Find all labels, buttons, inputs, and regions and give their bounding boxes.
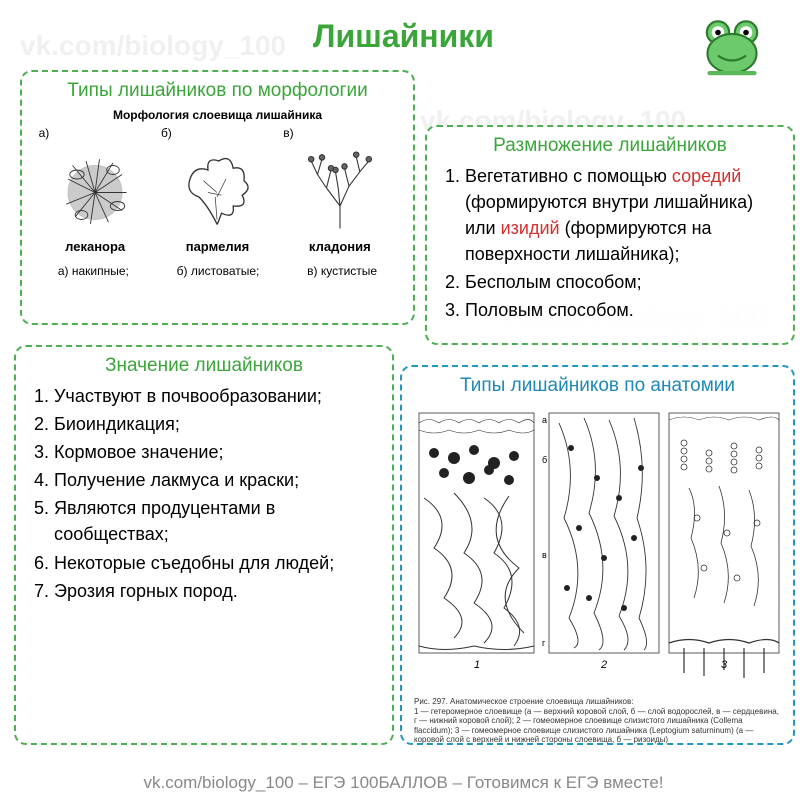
morph-item: в) кладония bbox=[279, 126, 400, 254]
morph-type: б) листоватые; bbox=[177, 264, 260, 278]
frog-icon bbox=[697, 15, 767, 85]
significance-list: Участвуют в почвообразовании; Биоиндикац… bbox=[28, 383, 380, 604]
list-item: Половым способом. bbox=[465, 297, 781, 323]
svg-text:в: в bbox=[542, 550, 547, 560]
morph-letter: а) bbox=[35, 126, 156, 140]
svg-text:г: г bbox=[542, 638, 546, 648]
morph-type: а) накипные; bbox=[58, 264, 129, 278]
anatomy-illustration: а б в г 1 2 bbox=[414, 403, 784, 693]
svg-text:б: б bbox=[542, 455, 547, 465]
panel-morphology: Типы лишайников по морфологии Морфология… bbox=[20, 70, 415, 325]
list-item: Являются продуцентами в сообществах; bbox=[54, 495, 380, 547]
svg-text:а: а bbox=[542, 415, 547, 425]
caption-legend: 1 — гетеромерное слоевище (а — верхний к… bbox=[414, 707, 779, 745]
morph-item: б) пармелия bbox=[157, 126, 278, 254]
morph-letter: в) bbox=[279, 126, 400, 140]
morphology-subcaption: Морфология слоевища лишайника bbox=[34, 108, 401, 122]
svg-text:1: 1 bbox=[474, 659, 480, 671]
morph-name: леканора bbox=[35, 239, 156, 254]
list-item: Вегетативно с помощью соредий (формируют… bbox=[465, 163, 781, 267]
list-item: Кормовое значение; bbox=[54, 439, 380, 465]
morph-letter: б) bbox=[157, 126, 278, 140]
list-item: Некоторые съедобны для людей; bbox=[54, 550, 380, 576]
svg-text:2: 2 bbox=[600, 659, 607, 671]
list-item: Биоиндикация; bbox=[54, 411, 380, 437]
lecanora-illustration bbox=[50, 140, 140, 235]
morph-name: кладония bbox=[279, 239, 400, 254]
panel-title: Значение лишайников bbox=[28, 355, 380, 377]
keyword: соредий bbox=[672, 166, 741, 186]
page-title: Лишайники bbox=[0, 0, 807, 55]
morph-name: пармелия bbox=[157, 239, 278, 254]
panel-title: Размножение лишайников bbox=[439, 135, 781, 157]
morph-type: в) кустистые bbox=[307, 264, 377, 278]
reproduction-list: Вегетативно с помощью соредий (формируют… bbox=[439, 163, 781, 324]
list-item: Эрозия горных пород. bbox=[54, 578, 380, 604]
panel-title: Типы лишайников по морфологии bbox=[34, 80, 401, 102]
list-item: Бесполым способом; bbox=[465, 269, 781, 295]
parmelia-illustration bbox=[172, 140, 262, 235]
morph-item: а) леканора bbox=[35, 126, 156, 254]
keyword: изидий bbox=[501, 218, 560, 238]
panel-reproduction: Размножение лишайников Вегетативно с пом… bbox=[425, 125, 795, 345]
list-item: Участвуют в почвообразовании; bbox=[54, 383, 380, 409]
cladonia-illustration bbox=[295, 140, 385, 235]
list-item: Получение лакмуса и краски; bbox=[54, 467, 380, 493]
morphology-types-row: а) накипные; б) листоватые; в) кустистые bbox=[34, 264, 401, 278]
caption-title: Рис. 297. Анатомическое строение слоевищ… bbox=[414, 697, 633, 706]
morphology-illustrations: а) леканора б) пармелия в) кладония bbox=[34, 126, 401, 254]
anatomy-figure-caption: Рис. 297. Анатомическое строение слоевищ… bbox=[414, 697, 781, 745]
footer-text: vk.com/biology_100 – ЕГЭ 100БАЛЛОВ – Гот… bbox=[0, 773, 807, 793]
text: Вегетативно с помощью bbox=[465, 166, 672, 186]
panel-title: Типы лишайников по анатомии bbox=[414, 375, 781, 397]
panel-significance: Значение лишайников Участвуют в почвообр… bbox=[14, 345, 394, 745]
svg-text:3: 3 bbox=[721, 659, 728, 671]
panel-anatomy: Типы лишайников по анатомии bbox=[400, 365, 795, 745]
